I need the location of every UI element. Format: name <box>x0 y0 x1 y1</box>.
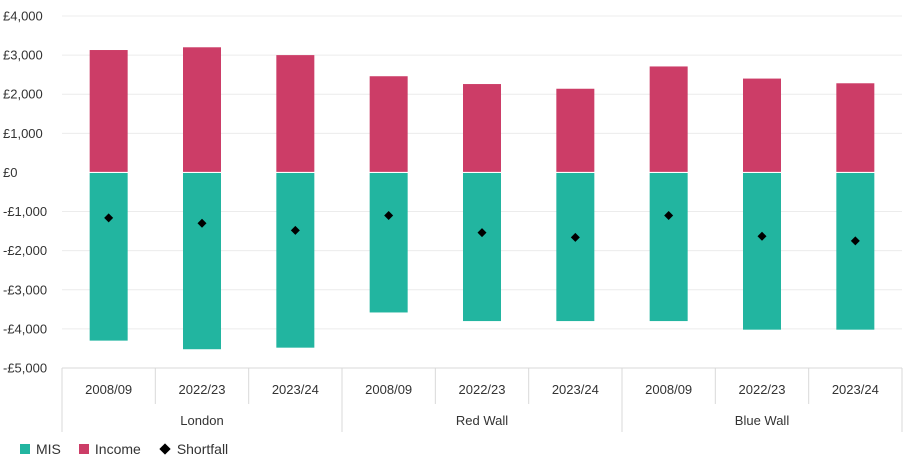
income-bar <box>276 55 315 173</box>
mis-bar <box>463 172 501 322</box>
mis-bar <box>836 172 875 330</box>
legend-label-shortfall: Shortfall <box>176 441 229 457</box>
income-bar <box>556 88 595 173</box>
legend-item-income: Income <box>78 441 141 457</box>
y-tick-label: -£1,000 <box>3 204 47 219</box>
shortfall-marker <box>477 228 487 238</box>
income-bar <box>183 47 221 173</box>
shortfall-marker <box>197 218 207 228</box>
shortfall-marker <box>850 236 860 246</box>
legend-item-shortfall: Shortfall <box>159 441 228 457</box>
x-category-label: 2023/24 <box>552 382 599 397</box>
x-category-label: 2023/24 <box>272 382 319 397</box>
shortfall-markers <box>104 210 860 246</box>
mis-bar <box>89 172 128 341</box>
mis-bar <box>183 172 221 350</box>
y-tick-label: £1,000 <box>3 126 43 141</box>
x-category-label: 2023/24 <box>832 382 879 397</box>
shortfall-marker <box>757 231 767 241</box>
y-axis-tick-labels: £4,000 £3,000 £2,000 £1,000 £0 -£1,000 -£2,000… <box>3 9 47 376</box>
x-category-label: 2008/09 <box>365 382 412 397</box>
y-tick-label: £4,000 <box>3 9 43 24</box>
y-tick-label: -£3,000 <box>3 282 47 297</box>
mis-bar <box>276 172 315 348</box>
shortfall-marker <box>104 213 114 223</box>
legend-item-mis: MIS <box>20 441 61 457</box>
mis-bar <box>649 172 688 322</box>
y-tick-label: £0 <box>3 165 17 180</box>
mis-bar <box>369 172 408 313</box>
income-bar <box>89 50 128 173</box>
y-tick-label: -£4,000 <box>3 321 47 336</box>
shortfall-marker <box>664 210 674 220</box>
mis-bar <box>556 172 595 322</box>
x-category-label: 2008/09 <box>85 382 132 397</box>
income-bar <box>649 66 688 173</box>
legend-swatch-income <box>78 444 89 454</box>
income-bar <box>743 78 781 173</box>
y-tick-label: £2,000 <box>3 87 43 102</box>
x-category-label: 2022/23 <box>459 382 506 397</box>
x-category-label: 2022/23 <box>739 382 786 397</box>
y-tick-label: £3,000 <box>3 48 43 63</box>
x-group-label: London <box>180 413 223 428</box>
shortfall-marker <box>290 225 300 235</box>
legend-swatch-mis <box>20 444 30 454</box>
x-category-label: 2008/09 <box>645 382 692 397</box>
x-axis: 2008/09 2022/23 2023/24 London 2008/09 2022/2… <box>61 367 903 432</box>
x-group-label: Blue Wall <box>735 413 790 428</box>
x-category-label: 2022/23 <box>179 382 226 397</box>
shortfall-marker <box>384 210 394 220</box>
legend: MIS Income Shortfall <box>20 441 228 457</box>
x-group-label: Red Wall <box>456 413 508 428</box>
income-bar <box>836 83 875 173</box>
mis-bar <box>743 172 781 330</box>
y-tick-label: -£2,000 <box>3 243 47 258</box>
y-tick-label: -£5,000 <box>3 361 47 376</box>
income-bar <box>369 76 408 173</box>
income-bar <box>463 84 501 173</box>
legend-label-income: Income <box>94 441 141 457</box>
legend-diamond-icon <box>159 443 171 455</box>
shortfall-marker <box>570 232 580 242</box>
legend-label-mis: MIS <box>36 441 61 457</box>
bars <box>89 47 875 350</box>
